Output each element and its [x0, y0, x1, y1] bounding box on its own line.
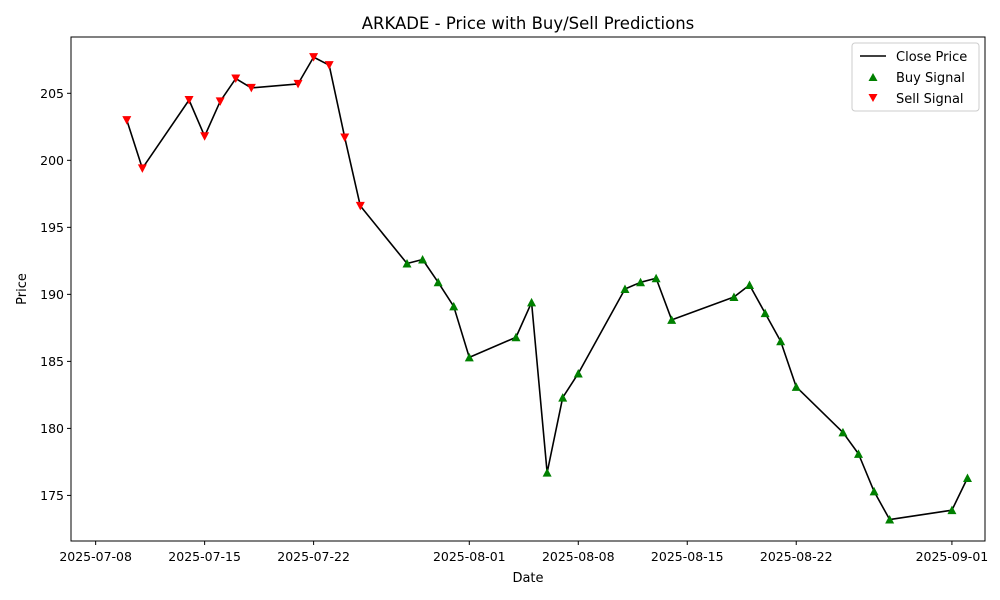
- sell-signal-marker: [122, 116, 132, 125]
- buy-signal-marker: [620, 284, 630, 293]
- y-tick-label: 185: [40, 354, 64, 369]
- legend-sell-signal-label: Sell Signal: [896, 92, 964, 107]
- x-tick-label: 2025-07-08: [59, 549, 132, 564]
- buy-signal-marker: [838, 427, 848, 437]
- x-axis-ticks: 2025-07-08 2025-07-15 2025-07-22 2025-08-01…: [59, 541, 988, 564]
- buy-signal-marker: [885, 515, 895, 524]
- legend-close-price-label: Close Price: [896, 50, 967, 65]
- buy-signal-marker: [418, 255, 428, 264]
- x-tick-label: 2025-07-15: [168, 549, 241, 564]
- x-tick-label: 2025-08-01: [433, 549, 506, 564]
- x-tick-label: 2025-07-22: [277, 549, 350, 564]
- sell-signal-marker: [309, 53, 319, 62]
- buy-signal-marker: [760, 308, 770, 318]
- buy-signal-marker: [542, 468, 552, 477]
- sell-signal-marker: [137, 164, 147, 173]
- buy-signal-layer: [402, 255, 972, 524]
- x-tick-label: 2025-08-15: [651, 549, 724, 564]
- y-tick-label: 190: [40, 287, 64, 302]
- x-tick-label: 2025-08-08: [542, 549, 615, 564]
- buy-signal-marker: [854, 449, 864, 458]
- buy-signal-marker: [449, 301, 459, 311]
- legend-buy-signal-label: Buy Signal: [896, 71, 965, 86]
- buy-signal-marker: [667, 315, 677, 324]
- buy-signal-marker: [402, 259, 412, 268]
- buy-signal-marker: [947, 505, 957, 515]
- sell-signal-marker: [200, 132, 210, 141]
- y-tick-label: 180: [40, 421, 64, 436]
- y-tick-label: 175: [40, 488, 64, 503]
- buy-signal-marker: [573, 368, 583, 378]
- sell-signal-marker: [246, 83, 256, 93]
- chart-title: ARKADE - Price with Buy/Sell Predictions: [362, 14, 695, 33]
- buy-signal-marker: [869, 486, 879, 496]
- buy-signal-marker: [791, 382, 801, 391]
- sell-signal-marker: [184, 96, 194, 105]
- buy-signal-marker: [651, 273, 661, 283]
- buy-signal-marker: [558, 393, 568, 402]
- y-axis-ticks: 175 180 185 190 195 200 205: [40, 86, 71, 503]
- x-tick-label: 2025-09-01: [916, 549, 989, 564]
- legend: Close Price Buy Signal Sell Signal: [851, 42, 980, 112]
- plot-frame: [70, 36, 986, 542]
- buy-signal-marker: [433, 277, 443, 287]
- y-tick-label: 205: [40, 86, 64, 101]
- buy-signal-marker: [636, 277, 646, 287]
- buy-signal-marker: [464, 352, 474, 362]
- sell-signal-marker: [340, 133, 350, 143]
- buy-signal-marker: [745, 280, 755, 289]
- buy-signal-marker: [962, 473, 972, 482]
- buy-signal-marker: [511, 332, 521, 342]
- sell-signal-layer: [122, 53, 365, 211]
- sell-signal-marker: [293, 79, 303, 89]
- legend-frame: [851, 42, 980, 112]
- sell-signal-marker: [215, 97, 225, 106]
- y-axis-title: Price: [15, 273, 30, 305]
- x-axis-title: Date: [512, 571, 543, 586]
- sell-signal-marker: [324, 61, 334, 70]
- legend-sell-signal-swatch: [868, 94, 878, 102]
- legend-buy-signal-swatch: [868, 73, 878, 81]
- buy-signal-marker: [729, 292, 739, 302]
- sell-signal-marker: [355, 201, 365, 211]
- sell-signal-marker: [231, 74, 241, 84]
- buy-signal-marker: [776, 336, 786, 346]
- buy-signal-marker: [527, 297, 537, 307]
- y-tick-label: 200: [40, 153, 64, 168]
- plot-area: [70, 36, 986, 542]
- x-tick-label: 2025-08-22: [760, 549, 833, 564]
- y-tick-label: 195: [40, 220, 64, 235]
